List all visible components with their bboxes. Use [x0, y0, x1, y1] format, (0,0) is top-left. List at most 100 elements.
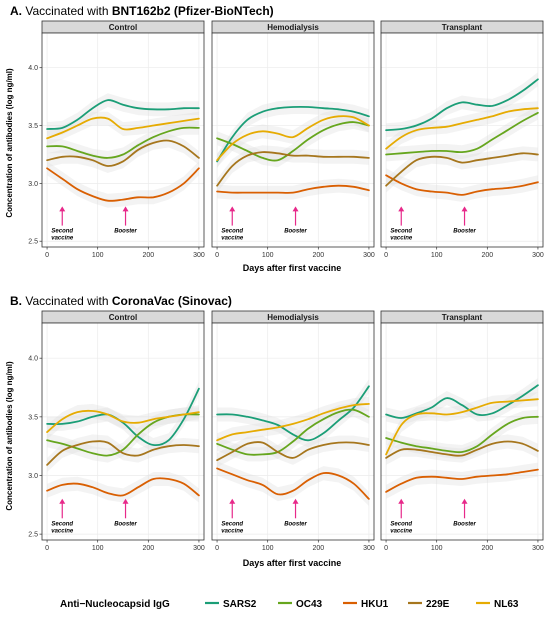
series-line-oc43 [216, 408, 370, 456]
legend-label-sars2: SARS2 [223, 599, 257, 610]
series-line-sars2 [385, 78, 539, 132]
ribbon-hku1 [217, 178, 369, 200]
series-line-oc43 [216, 121, 370, 162]
panel-border [211, 32, 375, 248]
panel-strip-label: Hemodialysis [267, 23, 319, 32]
section-a-vaccine: BNT162b2 (Pfizer-BioNTech) [112, 4, 274, 18]
y-tick-label: 2.5 [28, 532, 38, 539]
legend-label-hku1: HKU1 [361, 599, 389, 610]
section-b-title: B. Vaccinated with CoronaVac (Sinovac) [10, 294, 232, 308]
ribbon-sars2 [47, 93, 199, 136]
annotation-label-line2: vaccine [221, 236, 244, 242]
x-tick-label: 200 [312, 545, 324, 552]
annotation-label: Booster [453, 521, 476, 527]
panel-border [211, 322, 375, 541]
x-tick-label: 300 [363, 252, 375, 259]
x-tick-label: 100 [262, 252, 274, 259]
series-line-hku1 [216, 467, 370, 500]
annotation-arrow-head [398, 206, 405, 212]
series-line-229e [385, 440, 539, 459]
ribbon-hku1 [386, 462, 538, 499]
section-b-prefix: B. [10, 294, 25, 308]
annotation-label-line2: vaccine [51, 236, 74, 242]
panel-border [41, 322, 205, 541]
ribbon-hku1 [386, 168, 538, 202]
series-line-nl63 [385, 398, 539, 456]
legend-label-oc43: OC43 [296, 599, 323, 610]
y-tick-label: 2.5 [28, 239, 38, 246]
series-line-oc43 [385, 415, 539, 454]
series-line-sars2 [385, 384, 539, 419]
ribbon-nl63 [217, 396, 369, 448]
annotation-arrow-head [292, 206, 299, 212]
annotation-arrow-head [292, 498, 299, 504]
annotation-arrow-head [122, 498, 129, 504]
annotation-label: Second [221, 521, 243, 527]
series-line-sars2 [46, 387, 200, 447]
ribbon-oc43 [386, 105, 538, 162]
legend-title: Anti−Nucleocapsid IgG [60, 599, 170, 610]
x-tick-label: 0 [45, 545, 49, 552]
x-tick-label: 200 [481, 252, 493, 259]
x-tick-label: 200 [142, 545, 154, 552]
ribbon-sars2 [217, 100, 369, 169]
series-line-hku1 [385, 174, 539, 196]
series-line-hku1 [216, 184, 370, 194]
panel-border [41, 32, 205, 248]
y-tick-label: 4.0 [28, 356, 38, 363]
annotation-arrow-head [461, 206, 468, 212]
x-tick-label: 200 [142, 252, 154, 259]
x-tick-label: 0 [384, 252, 388, 259]
x-tick-label: 0 [215, 252, 219, 259]
series-line-hku1 [46, 477, 200, 497]
series-line-sars2 [216, 385, 370, 442]
annotation-label: Second [390, 521, 412, 527]
section-a-prefix: A. [10, 4, 25, 18]
section-a-text: Vaccinated with [25, 4, 112, 18]
annotation-arrow-head [398, 498, 405, 504]
annotation-label-line2: vaccine [221, 528, 244, 534]
x-tick-label: 100 [262, 545, 274, 552]
series-line-hku1 [46, 167, 200, 202]
annotation-label: Booster [284, 229, 307, 235]
x-tick-label: 300 [532, 545, 544, 552]
y-tick-label: 3.5 [28, 123, 38, 130]
x-tick-label: 100 [92, 252, 104, 259]
panel-strip-label: Hemodialysis [267, 313, 319, 322]
series-line-oc43 [46, 126, 200, 159]
annotation-arrow-head [229, 498, 236, 504]
series-line-sars2 [216, 105, 370, 163]
ribbon-hku1 [47, 472, 199, 503]
legend: Anti−Nucleocapsid IgG SARS2 OC43 HKU1 229E N… [60, 599, 519, 610]
panel-strip-label: Transplant [442, 23, 483, 32]
annotation-label-line2: vaccine [51, 528, 74, 534]
series-line-229e [46, 139, 200, 167]
series-line-229e [385, 152, 539, 187]
x-tick-label: 100 [431, 252, 443, 259]
series-line-229e [216, 151, 370, 187]
x-tick-label: 300 [532, 252, 544, 259]
section-a-xlabel: Days after first vaccine [243, 263, 342, 273]
x-tick-label: 300 [193, 545, 205, 552]
legend-label-229e: 229E [426, 599, 450, 610]
x-tick-label: 200 [312, 252, 324, 259]
panel-strip-label: Transplant [442, 313, 483, 322]
series-line-sars2 [46, 99, 200, 130]
annotation-label: Booster [453, 229, 476, 235]
ribbon-oc43 [47, 407, 199, 463]
section-b-xlabel: Days after first vaccine [243, 558, 342, 568]
section-b-text: Vaccinated with [25, 294, 112, 308]
ribbon-229e [47, 133, 199, 173]
ribbon-sars2 [47, 381, 199, 452]
annotation-label: Second [51, 229, 73, 235]
panel-strip-label: Control [109, 23, 137, 32]
series-line-229e [216, 441, 370, 462]
x-tick-label: 300 [193, 252, 205, 259]
legend-label-nl63: NL63 [494, 599, 519, 610]
